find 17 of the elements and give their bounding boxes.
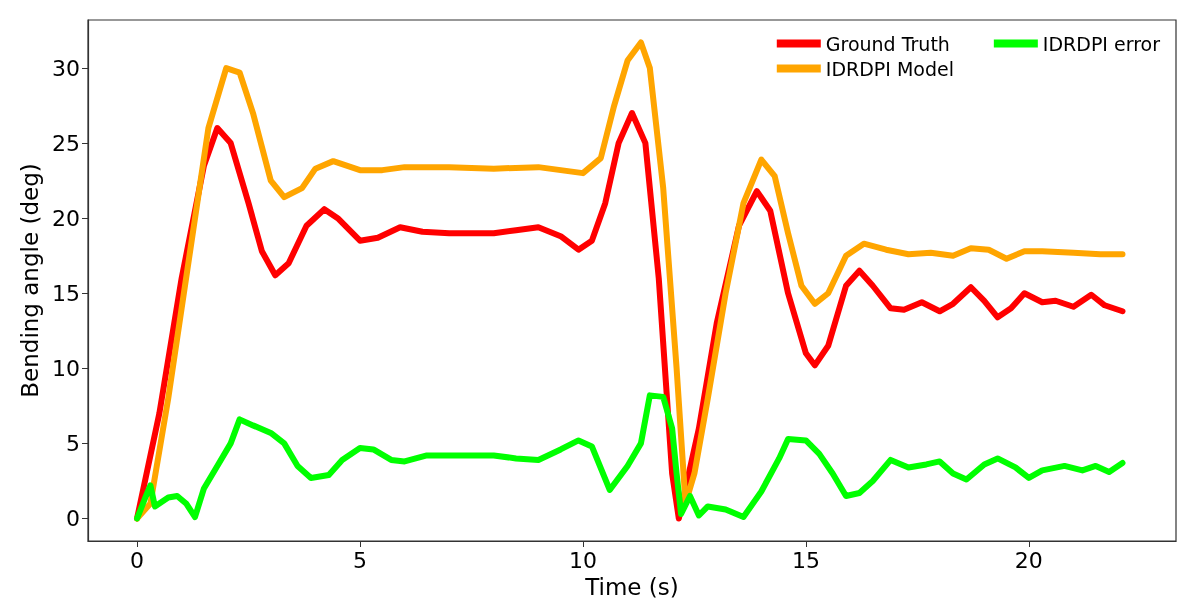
y-tick-label: 10: [52, 355, 80, 381]
x-tick-label: 10: [568, 547, 597, 573]
legend-label: IDRDPI error: [1042, 32, 1161, 55]
x-tick-label: 15: [791, 547, 820, 573]
y-tick-label: 25: [52, 130, 80, 156]
y-tick-label: 30: [52, 55, 80, 81]
y-tick-label: 15: [52, 280, 80, 306]
x-axis-title: Time (s): [584, 574, 679, 601]
x-tick-label: 20: [1014, 547, 1043, 573]
legend-label: IDRDPI Model: [825, 57, 955, 80]
y-axis-title: Bending angle (deg): [16, 163, 43, 398]
y-tick-label: 20: [52, 205, 80, 231]
legend-label: Ground Truth: [825, 32, 950, 55]
x-tick-label: 5: [353, 547, 367, 573]
y-tick-label: 5: [66, 430, 80, 456]
x-tick-label: 0: [130, 547, 145, 573]
y-tick-label: 0: [66, 505, 80, 531]
